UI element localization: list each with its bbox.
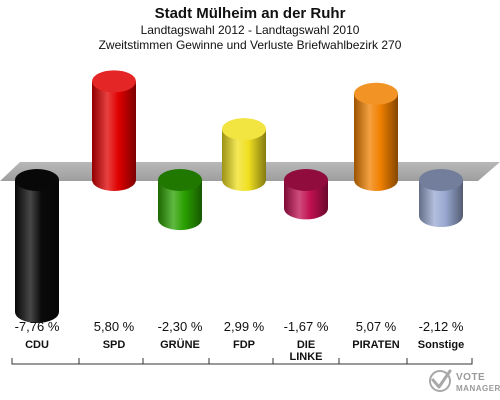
- bar-fdp: [222, 118, 266, 191]
- category-label: GRÜNE: [160, 338, 200, 351]
- value-label: 5,80 %: [94, 319, 135, 334]
- bar-cdu: [15, 169, 59, 323]
- bar-cap: [419, 169, 463, 191]
- chart-subtitle-1: Landtagswahl 2012 - Landtagswahl 2010: [141, 23, 360, 37]
- bar-body: [92, 81, 136, 191]
- value-label: -7,76 %: [15, 319, 60, 334]
- bar-body: [284, 180, 328, 220]
- bar-sonstige: [419, 169, 463, 228]
- category-label: CDU: [25, 339, 49, 351]
- bar-cap: [92, 70, 136, 93]
- bar-cap: [284, 169, 328, 191]
- value-label: 2,99 %: [224, 319, 265, 334]
- bar-gr-ne: [158, 169, 202, 231]
- bars-group: [15, 70, 463, 323]
- value-label: -1,67 %: [284, 319, 329, 334]
- bar-body: [222, 129, 266, 191]
- bar-cap: [354, 82, 398, 105]
- bar-piraten: [354, 82, 398, 191]
- bar-body: [15, 180, 59, 323]
- vote-manager-logo: VOTE MANAGER: [429, 369, 500, 393]
- checkmark-icon: [429, 369, 452, 392]
- category-label: DIE: [297, 339, 315, 351]
- chart-title: Stadt Mülheim an der Ruhr: [155, 5, 346, 22]
- category-label: PIRATEN: [352, 339, 400, 351]
- axis-bracket: [11, 358, 80, 365]
- bar-body: [158, 180, 202, 231]
- value-label: -2,30 %: [158, 319, 203, 334]
- axis-bracket: [142, 358, 210, 365]
- bar-body: [419, 180, 463, 228]
- category-label: Sonstige: [418, 339, 464, 351]
- axis-bracket: [406, 358, 473, 365]
- category-label: FDP: [233, 339, 255, 351]
- value-label: 5,07 %: [356, 319, 397, 334]
- bar-die-linke: [284, 169, 328, 220]
- logo-line-1: VOTE: [456, 372, 485, 383]
- axis-bracket: [208, 358, 274, 365]
- value-labels-group: -7,76 % 5,80 % -2,30 % 2,99 % -1,67 % 5,07 % -…: [15, 319, 464, 334]
- bar-cap: [222, 118, 266, 141]
- bar-spd: [92, 70, 136, 191]
- logo-line-2: MANAGER: [456, 384, 500, 393]
- value-label: -2,12 %: [419, 319, 464, 334]
- bar-cap: [15, 169, 59, 191]
- chart-subtitle-2: Zweitstimmen Gewinne und Verluste Briefw…: [99, 38, 402, 52]
- bar-body: [354, 93, 398, 191]
- axis-bracket: [338, 358, 408, 365]
- category-label: SPD: [103, 339, 126, 351]
- axis-bracket: [78, 358, 144, 365]
- category-label: LINKE: [290, 351, 323, 363]
- bar-cap: [158, 169, 202, 191]
